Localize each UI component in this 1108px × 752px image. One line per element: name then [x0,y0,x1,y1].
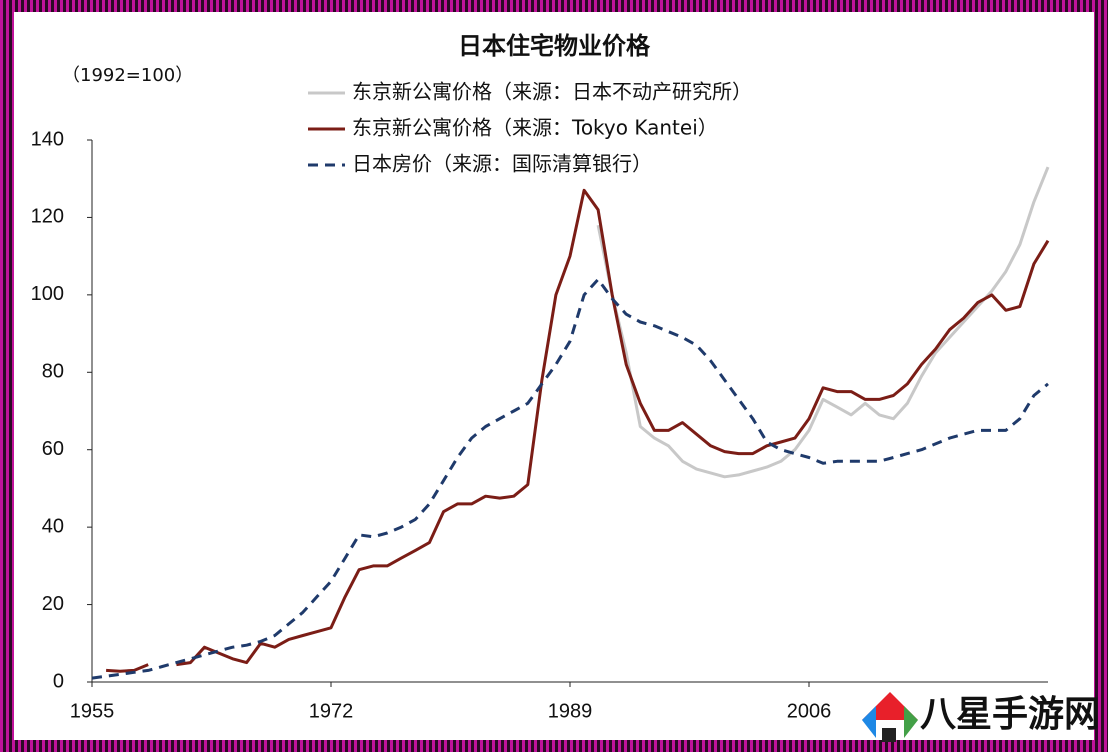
logo-shape [904,706,918,738]
series-line [596,166,1050,479]
x-tick-label: 2006 [787,700,832,722]
y-tick-label: 140 [31,128,64,150]
series-line [91,277,1049,680]
y-tick-label: 80 [42,361,64,383]
logo-shape [882,728,896,742]
y-tick-label: 40 [42,515,64,537]
legend-label: 东京新公寓价格（来源：Tokyo Kantei） [352,116,718,140]
x-tick-label: 1972 [309,700,354,722]
chart-title: 日本住宅物业价格 [458,32,651,60]
logo-shape [862,706,876,738]
y-tick-label: 120 [31,206,64,228]
x-tick-label: 1955 [70,700,115,722]
y-axis-label: （1992=100） [62,65,193,86]
y-tick-label: 100 [31,283,64,305]
legend-label: 东京新公寓价格（来源：日本不动产研究所） [352,80,752,104]
y-tick-label: 60 [42,438,64,460]
legend-label: 日本房价（来源：国际清算银行） [352,152,652,176]
logo [862,692,918,742]
watermark: 八星手游网 [920,694,1100,735]
series-line [106,188,1050,673]
x-tick-label: 1989 [548,700,593,722]
y-tick-label: 20 [42,593,64,615]
y-tick-label: 0 [53,670,64,692]
